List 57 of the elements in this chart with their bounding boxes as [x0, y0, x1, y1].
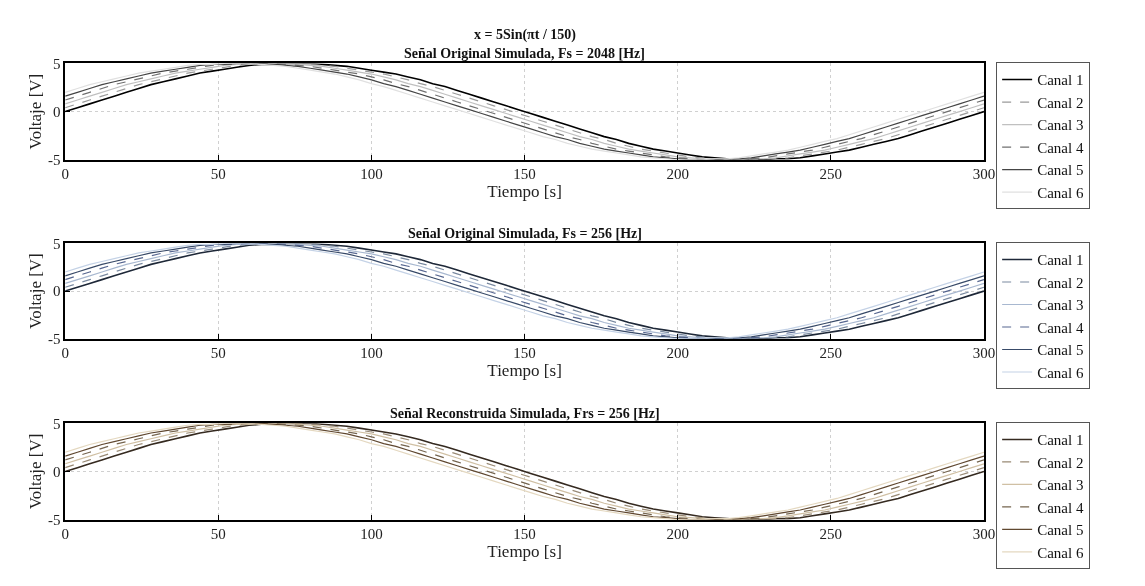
x-tick-label: 250: [819, 526, 843, 543]
legend-label: Canal 6: [1037, 364, 1084, 381]
x-tick-label: 100: [360, 526, 383, 543]
chart-title: Señal Reconstruida Simulada, Frs = 256 [Hz]: [390, 406, 660, 421]
x-tick-label: 50: [210, 345, 226, 362]
x-tick-label: 300: [972, 345, 996, 362]
x-tick-label: 200: [666, 166, 689, 183]
chart-subtitle: Señal Original Simulada, Fs = 2048 [Hz]: [404, 46, 645, 61]
y-axis-title: Voltaje [V]: [25, 253, 45, 329]
y-tick-label: -5: [47, 511, 61, 528]
x-tick-label: 150: [513, 345, 536, 362]
y-tick-label: 5: [52, 235, 61, 252]
x-tick-label: 150: [513, 166, 536, 183]
legend-label: Canal 4: [1037, 319, 1084, 336]
y-tick-label: 5: [52, 55, 61, 72]
x-tick-label: 200: [666, 526, 689, 543]
legend-label: Canal 1: [1037, 72, 1084, 89]
legend-label: Canal 1: [1037, 252, 1084, 269]
x-tick-label: 250: [819, 345, 843, 362]
y-tick-label: -5: [47, 151, 61, 168]
x-axis-title: Tiempo [s]: [487, 361, 562, 381]
legend-label: Canal 4: [1037, 139, 1084, 156]
line-series: [65, 243, 984, 339]
x-tick-label: 100: [360, 345, 383, 362]
legend-label: Canal 3: [1037, 297, 1084, 314]
x-axis-title: Tiempo [s]: [487, 182, 562, 202]
x-tick-label: 50: [210, 526, 226, 543]
legend-label: Canal 5: [1037, 342, 1084, 359]
legend-label: Canal 5: [1037, 522, 1084, 539]
line-series: [65, 423, 984, 520]
legend-label: Canal 2: [1037, 274, 1084, 291]
x-tick-label: 50: [210, 166, 226, 183]
y-tick-label: -5: [47, 330, 61, 347]
y-tick-label: 5: [52, 415, 61, 432]
y-tick-label: 0: [52, 103, 61, 120]
y-tick-label: 0: [52, 463, 61, 480]
legend-label: Canal 2: [1037, 454, 1084, 471]
x-axis-title: Tiempo [s]: [487, 542, 562, 562]
legend-label: Canal 2: [1037, 94, 1084, 111]
legend-label: Canal 5: [1037, 162, 1084, 179]
legend-label: Canal 6: [1037, 544, 1084, 561]
legend-label: Canal 4: [1037, 499, 1084, 516]
y-axis-title: Voltaje [V]: [25, 433, 45, 510]
chart-title: x = 5Sin(πt / 150): [474, 27, 577, 43]
legend-label: Canal 6: [1037, 184, 1084, 201]
legend-label: Canal 1: [1037, 432, 1084, 449]
x-tick-label: 100: [360, 166, 383, 183]
x-tick-label: 300: [972, 166, 996, 183]
x-tick-label: 300: [972, 526, 996, 543]
x-tick-label: 200: [666, 345, 689, 362]
y-tick-label: 0: [52, 283, 61, 300]
x-tick-label: 250: [819, 166, 843, 183]
x-tick-label: 150: [513, 526, 536, 543]
chart-title: Señal Original Simulada, Fs = 256 [Hz]: [408, 226, 642, 241]
y-axis-title: Voltaje [V]: [25, 73, 45, 150]
legend-label: Canal 3: [1037, 477, 1084, 494]
legend-label: Canal 3: [1037, 117, 1084, 134]
